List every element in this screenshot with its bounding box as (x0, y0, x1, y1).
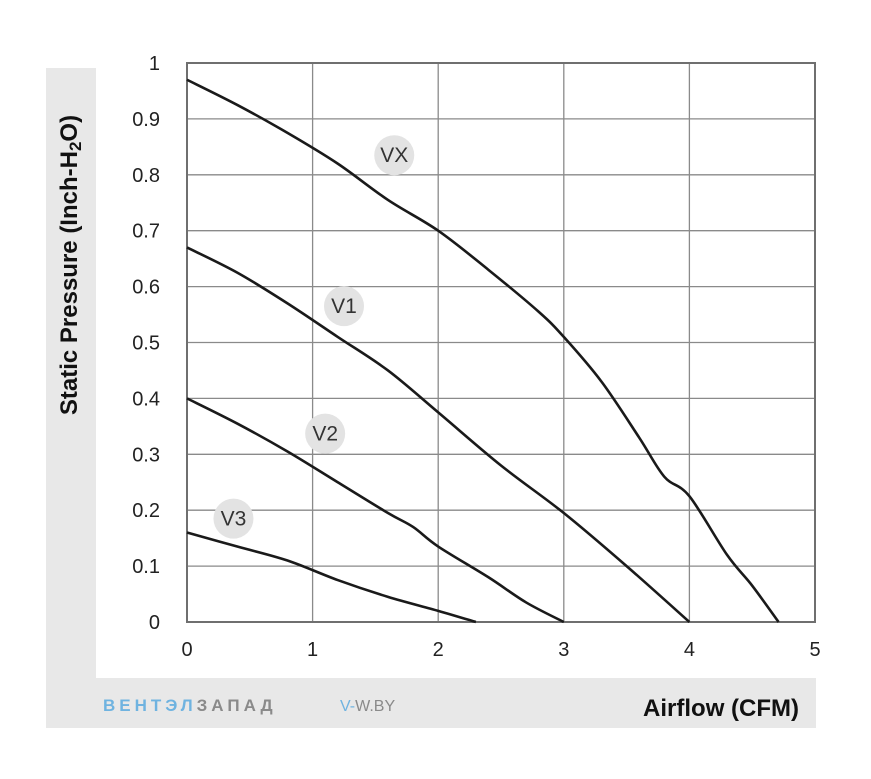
bottom-panel (46, 678, 816, 728)
x-tick-label: 5 (809, 639, 820, 661)
y-tick-label: 1 (149, 53, 160, 75)
curve-label-v2: V2 (312, 423, 338, 446)
y-tick-labels: 0 0.1 0.2 0.3 0.4 0.5 0.6 0.7 0.8 0.9 1 (132, 53, 160, 634)
curve-label-bubble-vx (374, 135, 415, 176)
x-tick-label: 3 (558, 639, 569, 661)
y-axis-title: Static Pressure (Inch-H2O) (56, 115, 85, 415)
y-tick-label: 0.2 (132, 500, 160, 522)
plot-area: VX V1 V2 V3 (186, 62, 816, 624)
site-url-part1: V- (340, 698, 355, 715)
x-tick-label: 1 (307, 639, 318, 661)
brand-part2: ЗАПАД (197, 696, 277, 715)
brand-part1: ВЕНТЭЛ (103, 696, 197, 715)
series-lines (186, 78, 780, 624)
curve-label-v1: V1 (331, 295, 357, 318)
left-panel (46, 68, 96, 728)
y-tick-label: 0.3 (132, 444, 160, 466)
y-tick-label: 0.7 (132, 221, 160, 243)
curve-label-bubble-v1 (324, 286, 364, 327)
y-tick-label: 0.8 (132, 165, 160, 187)
x-axis-title: Airflow (CFM) (643, 695, 799, 722)
y-axis-title-part2: O) (56, 115, 83, 142)
x-tick-label: 2 (433, 639, 444, 661)
series-line-v1 (186, 246, 691, 623)
x-tick-label: 0 (181, 639, 192, 661)
brand-logo: ВЕНТЭЛЗАПАД (103, 696, 277, 715)
plot-frame (186, 62, 816, 623)
site-url: V-W.BY (340, 698, 395, 715)
y-tick-label: 0 (149, 612, 160, 634)
y-axis-title-part1: Static Pressure (Inch-H (56, 151, 83, 415)
curve-labels: VX V1 V2 V3 (213, 135, 415, 539)
x-tick-label: 4 (684, 639, 695, 661)
grid-lines (186, 62, 816, 623)
x-tick-labels: 0 1 2 3 4 5 (181, 639, 820, 661)
y-tick-label: 0.4 (132, 388, 160, 410)
curve-label-v3: V3 (221, 508, 247, 531)
y-tick-label: 0.5 (132, 333, 160, 355)
curve-label-bubble-v3 (213, 498, 254, 539)
site-url-part2: W.BY (355, 698, 395, 715)
y-tick-label: 0.6 (132, 277, 160, 299)
y-tick-label: 0.1 (132, 556, 160, 578)
y-tick-label: 0.9 (132, 109, 160, 131)
series-line-v2 (186, 397, 565, 624)
curve-label-bubble-v2 (305, 413, 346, 454)
series-line-vx (186, 78, 780, 623)
series-line-v3 (186, 531, 477, 624)
y-axis-title-subscript: 2 (66, 142, 85, 151)
curve-label-vx: VX (380, 144, 408, 167)
